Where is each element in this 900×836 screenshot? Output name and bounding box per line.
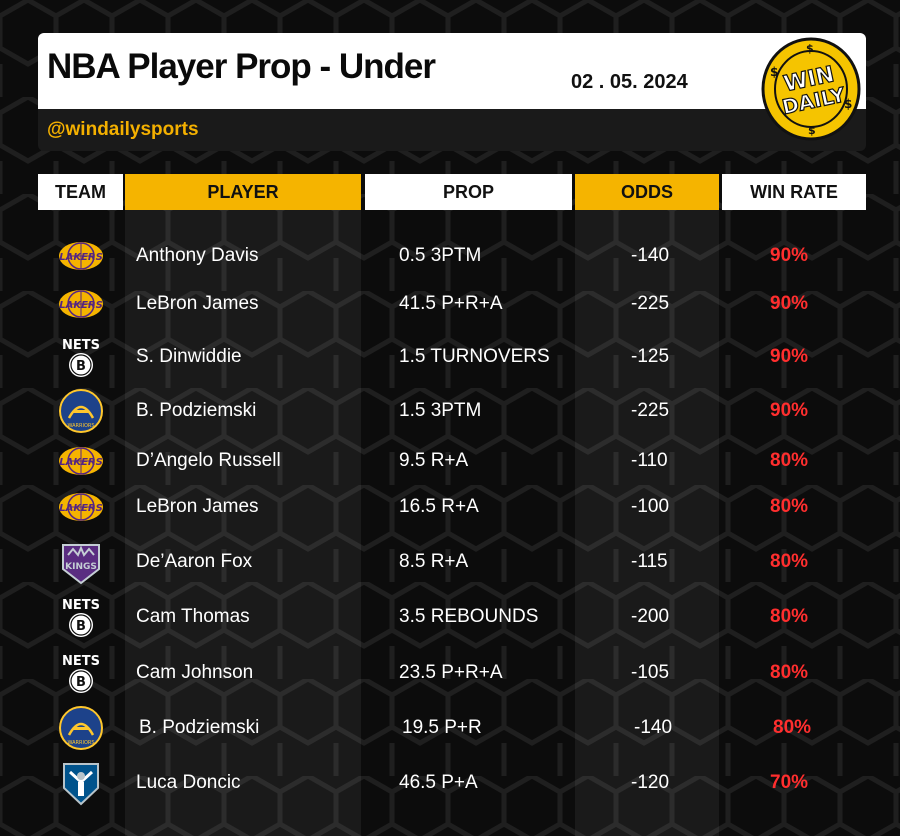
nets-logo-icon: NETS B [56,334,106,380]
prop-value: 3.5 REBOUNDS [399,606,539,627]
nets-logo-icon: NETS B [56,594,106,640]
svg-text:B: B [76,619,86,634]
date-label: 02 . 05. 2024 [571,71,688,93]
odds-value: -225 [631,400,670,421]
table-row: LAKERS LeBron James 16.5 R+A -100 80% [0,482,900,532]
table-row: WARRIORS B. Podziemski 19.5 P+R -140 80% [0,703,900,753]
social-handle[interactable]: @windailysports [47,119,199,140]
odds-value: -140 [634,717,673,738]
win-rate-value: 70% [770,772,809,793]
odds-value: -100 [631,496,670,517]
odds-value: -140 [631,245,670,266]
svg-text:NETS: NETS [62,598,100,613]
table-row: KINGS De’Aaron Fox 8.5 R+A -115 80% [0,537,900,587]
player-name: S. Dinwiddie [136,346,242,367]
odds-value: -200 [631,606,670,627]
player-name: Anthony Davis [136,245,259,266]
svg-text:NETS: NETS [62,338,100,353]
prop-value: 9.5 R+A [399,450,469,471]
mavericks-logo-icon [56,760,106,806]
player-column-shade [125,210,361,836]
svg-text:LAKERS: LAKERS [59,300,103,311]
odds-column-shade [575,210,719,836]
player-name: Luca Doncic [136,772,241,793]
prop-value: 8.5 R+A [399,551,469,572]
column-header-team: TEAM [38,174,123,210]
table-row: NETS B S. Dinwiddie 1.5 TURNOVERS -125 90% [0,332,900,382]
win-daily-logo: $ $ $ $ WIN DAILY [761,37,861,141]
player-name: Cam Thomas [136,606,250,627]
kings-logo-icon: KINGS [56,539,106,585]
player-name: LeBron James [136,293,259,314]
table-row: LAKERS LeBron James 41.5 P+R+A -225 90% [0,279,900,329]
warriors-logo-icon: WARRIORS [56,388,106,434]
odds-value: -115 [631,551,668,572]
prop-value: 41.5 P+R+A [399,293,503,314]
table-row: NETS B Cam Thomas 3.5 REBOUNDS -200 80% [0,592,900,642]
table-row: LAKERS D’Angelo Russell 9.5 R+A -110 80% [0,436,900,486]
prop-value: 46.5 P+A [399,772,478,793]
player-name: De’Aaron Fox [136,551,253,572]
svg-text:WARRIORS: WARRIORS [67,740,94,746]
lakers-logo-icon: LAKERS [56,281,106,327]
column-header-odds: ODDS [575,174,719,210]
table-row: Luca Doncic 46.5 P+A -120 70% [0,758,900,808]
svg-text:$: $ [806,42,814,55]
table-row: NETS B Cam Johnson 23.5 P+R+A -105 80% [0,648,900,698]
warriors-logo-icon: WARRIORS [56,705,106,751]
win-rate-value: 80% [770,496,809,517]
player-name: B. Podziemski [136,400,257,421]
odds-value: -105 [631,662,670,683]
lakers-logo-icon: LAKERS [56,484,106,530]
win-rate-value: 80% [770,606,809,627]
svg-text:KINGS: KINGS [65,562,97,572]
lakers-logo-icon: LAKERS [56,438,106,484]
win-rate-value: 90% [770,346,809,367]
table-row: LAKERS Anthony Davis 0.5 3PTM -140 90% [0,231,900,281]
win-rate-value: 80% [770,450,809,471]
svg-text:NETS: NETS [62,654,100,669]
win-rate-value: 80% [770,551,809,572]
prop-value: 0.5 3PTM [399,245,482,266]
prop-value: 16.5 R+A [399,496,479,517]
odds-value: -225 [631,293,670,314]
player-name: Cam Johnson [136,662,254,683]
win-rate-value: 90% [770,400,809,421]
prop-value: 19.5 P+R [402,717,482,738]
column-header-player: PLAYER [125,174,361,210]
page-title: NBA Player Prop - Under [47,47,436,86]
header-card: NBA Player Prop - Under 02 . 05. 2024 @w… [38,33,866,151]
win-rate-value: 90% [770,293,809,314]
lakers-logo-icon: LAKERS [56,233,106,279]
win-rate-value: 90% [770,245,809,266]
nets-logo-icon: NETS B [56,650,106,696]
svg-text:$: $ [770,65,778,79]
svg-text:B: B [76,675,86,690]
svg-text:WARRIORS: WARRIORS [67,423,94,429]
odds-value: -110 [631,450,668,471]
svg-text:B: B [76,359,86,374]
win-rate-value: 80% [770,662,809,683]
table-row: WARRIORS B. Podziemski 1.5 3PTM -225 90% [0,386,900,436]
svg-text:LAKERS: LAKERS [59,503,103,514]
svg-text:$: $ [844,97,852,111]
odds-value: -120 [631,772,670,793]
svg-text:LAKERS: LAKERS [59,252,103,263]
svg-text:$: $ [808,124,816,137]
player-name: B. Podziemski [139,717,260,738]
column-header-win-rate: WIN RATE [722,174,866,210]
player-name: D’Angelo Russell [136,450,281,471]
win-rate-value: 80% [773,717,812,738]
header-banner: NBA Player Prop - Under 02 . 05. 2024 [38,33,866,109]
prop-value: 1.5 3PTM [399,400,482,421]
prop-value: 1.5 TURNOVERS [399,346,550,367]
odds-value: -125 [631,346,670,367]
prop-value: 23.5 P+R+A [399,662,503,683]
svg-text:LAKERS: LAKERS [59,457,103,468]
player-name: LeBron James [136,496,259,517]
column-header-prop: PROP [365,174,572,210]
